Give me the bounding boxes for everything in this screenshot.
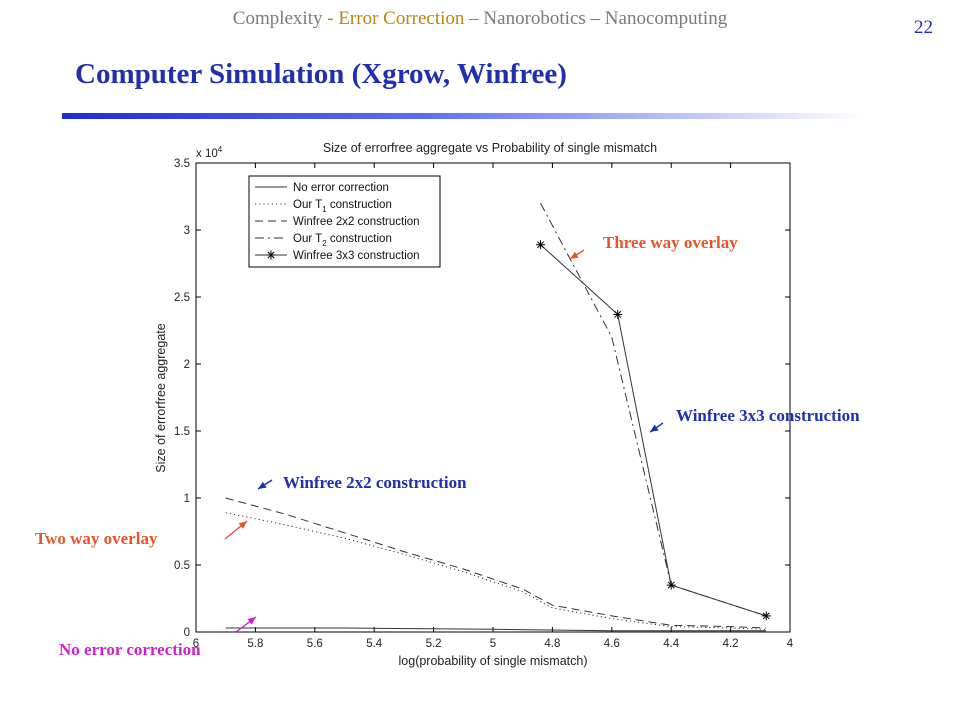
y-multiplier-base: x 10: [196, 148, 218, 160]
star-marker: [614, 310, 622, 318]
x-tick-label: 5.8: [247, 638, 263, 650]
x-tick-label: 5.6: [307, 638, 323, 650]
x-tick-label: 5.2: [426, 638, 442, 650]
star-marker: [762, 612, 770, 620]
chart-title: Size of errorfree aggregate vs Probabili…: [323, 141, 657, 155]
legend-box: [248, 175, 441, 268]
x-tick-label: 4.2: [723, 638, 739, 650]
arrow-winfree-2x2: [257, 479, 273, 490]
star-marker: [667, 581, 675, 589]
y-tick-label: 0.5: [174, 560, 190, 572]
annotation-winfree-2x2: Winfree 2x2 construction: [283, 473, 467, 492]
breadcrumb-active: - Error Correction: [327, 8, 465, 29]
arrow-two-way-overlay: [224, 520, 248, 540]
x-tick-label: 4.6: [604, 638, 620, 650]
y-multiplier-exp: 4: [218, 145, 223, 154]
annotation-three-way-overlay: Three way overlay: [603, 233, 738, 252]
page-title: Computer Simulation (Xgrow, Winfree): [75, 58, 567, 90]
series-line-1: [225, 627, 767, 632]
annotation-two-way-overlay: Two way overlay: [35, 529, 158, 548]
legend-star: [267, 251, 275, 259]
annotation-winfree-3x3: Winfree 3x3 construction: [676, 406, 860, 425]
arrow-no-error-correction: [235, 616, 257, 633]
star-marker: [537, 241, 545, 249]
y-tick-label: 2: [184, 359, 190, 371]
y-multiplier: x 104: [196, 145, 223, 160]
x-tick-label: 4: [787, 638, 794, 650]
y-tick-label: 2.5: [174, 292, 190, 304]
x-axis-label: log(probability of single mismatch): [399, 654, 588, 668]
series-line-2: [225, 512, 767, 630]
legend-entry: Winfree 2x2 construction: [293, 216, 420, 228]
arrow-winfree-3x3: [649, 422, 664, 433]
arrow-three-way-overlay: [569, 249, 585, 260]
x-tick-label: 4.8: [544, 638, 560, 650]
annotation-no-error-correction: No error correction: [59, 640, 201, 659]
y-tick-label: 3.5: [174, 158, 190, 170]
breadcrumb: Complexity - Error Correction – Nanorobo…: [0, 8, 960, 30]
y-tick-label: 1.5: [174, 426, 190, 438]
y-tick-label: 1: [184, 493, 190, 505]
breadcrumb-part-1: Complexity: [232, 8, 328, 29]
y-tick-label: 0: [184, 627, 190, 639]
breadcrumb-part-2: – Nanorobotics – Nanocomputing: [464, 8, 728, 29]
series-line-5: [540, 244, 767, 617]
page-number: 22: [914, 17, 933, 38]
x-tick-label: 6: [193, 638, 199, 650]
legend-entry: Winfree 3x3 construction: [293, 250, 420, 262]
legend-entry: Our T1 construction: [293, 199, 392, 214]
series-line-3: [225, 497, 767, 629]
title-underline: [62, 113, 862, 119]
y-axis-label: Size of errorfree aggregate: [154, 323, 168, 472]
x-tick-label: 4.4: [663, 638, 680, 650]
legend-entry: No error correction: [293, 182, 389, 194]
x-tick-label: 5: [490, 638, 496, 650]
y-tick-label: 3: [184, 225, 190, 237]
x-tick-label: 5.4: [366, 638, 383, 650]
legend-entry: Our T2 construction: [293, 233, 392, 248]
